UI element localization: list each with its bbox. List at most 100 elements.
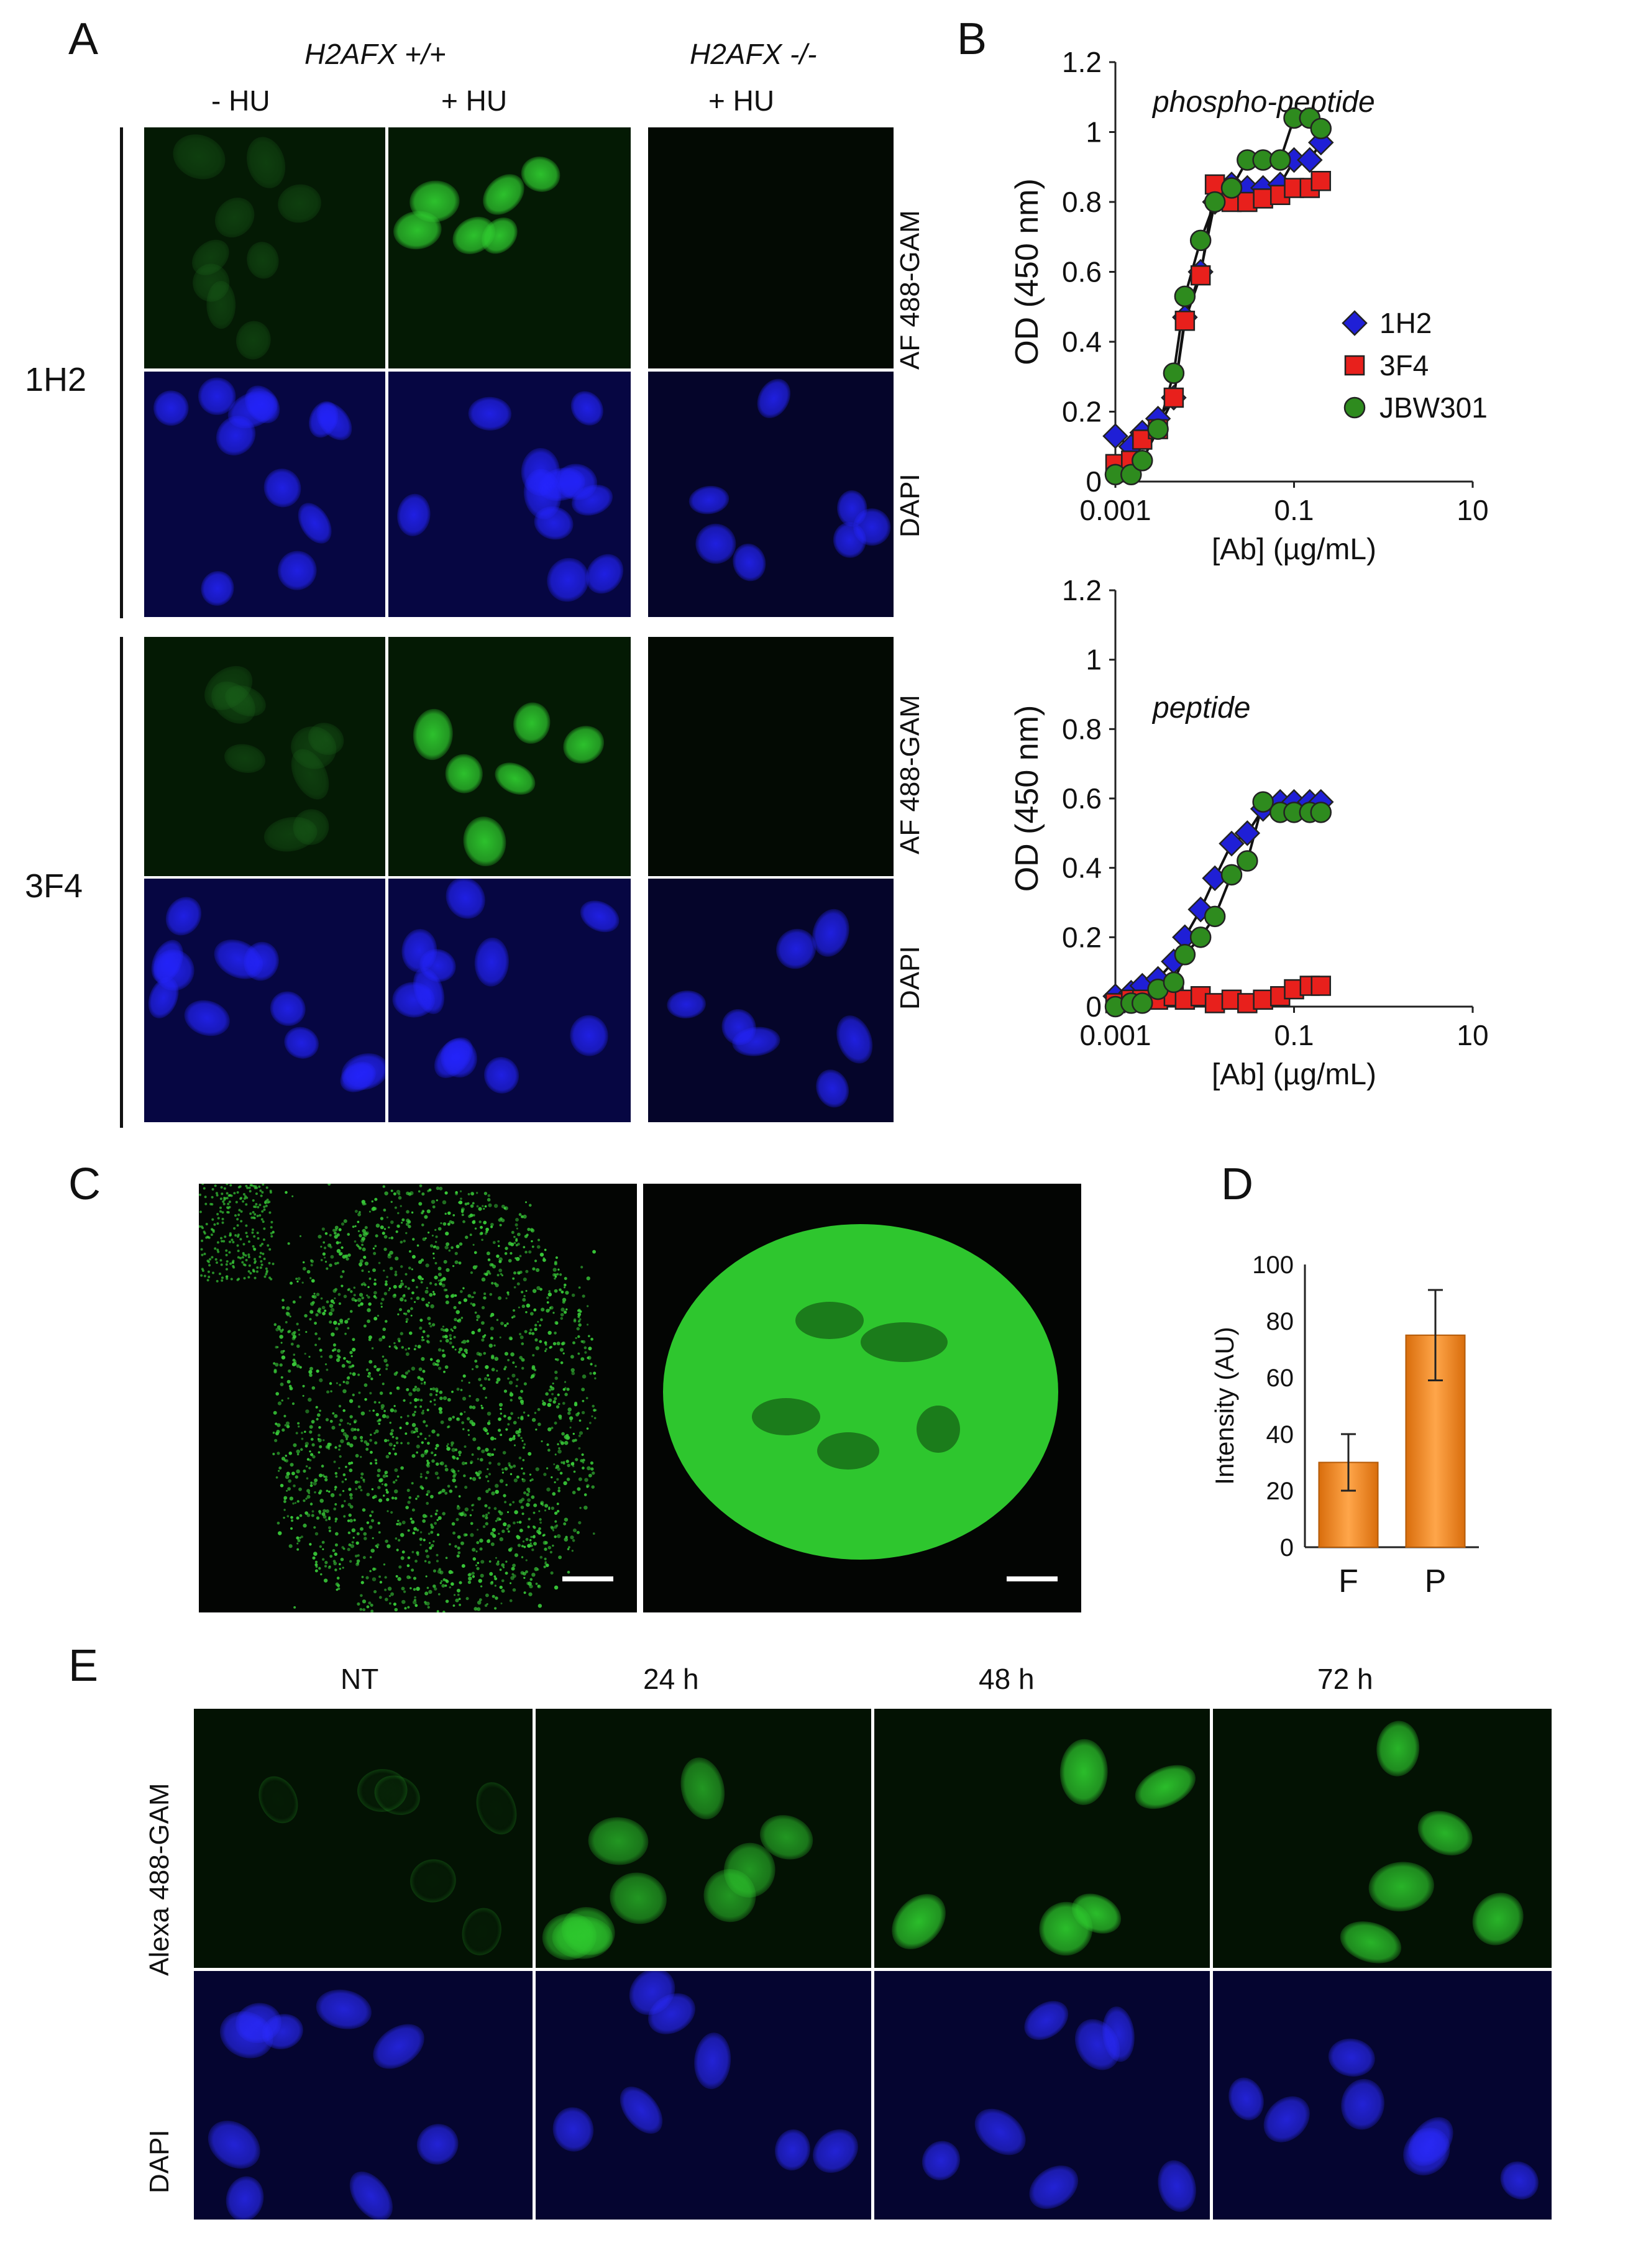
foci-speck [529, 1473, 532, 1476]
foci-speck [556, 1342, 560, 1346]
foci-speck [513, 1235, 516, 1238]
foci-speck [339, 1383, 341, 1386]
foci-speck [314, 1563, 318, 1566]
foci-speck [370, 1548, 375, 1553]
foci-speck [424, 1601, 427, 1604]
foci-speck [439, 1340, 442, 1343]
foci-speck [470, 1296, 473, 1299]
foci-speck [569, 1416, 574, 1420]
foci-speck [510, 1352, 515, 1356]
foci-speck [593, 1371, 597, 1375]
foci-speck [515, 1256, 520, 1261]
foci-speck [524, 1235, 528, 1238]
foci-speck [370, 1450, 373, 1454]
nucleus [291, 749, 329, 800]
foci-speck [483, 1292, 487, 1296]
foci-speck [301, 1281, 304, 1284]
foci-speck [252, 1245, 255, 1248]
y-tick-label: 100 [1252, 1251, 1294, 1279]
data-point-JBW301 [1220, 864, 1243, 886]
nucleus [446, 879, 485, 919]
foci-speck [577, 1309, 580, 1312]
foci-speck [447, 1397, 451, 1402]
foci-speck [481, 1449, 485, 1453]
foci-speck [351, 1541, 354, 1544]
foci-speck [287, 1487, 291, 1491]
foci-speck [236, 1244, 239, 1247]
foci-speck [326, 1300, 329, 1304]
foci-speck [531, 1478, 534, 1481]
foci-speck [395, 1270, 398, 1274]
foci-speck [442, 1328, 446, 1332]
foci-speck [513, 1574, 516, 1578]
foci-speck [536, 1529, 541, 1534]
data-point-JBW301 [1204, 905, 1226, 928]
foci-speck [437, 1593, 441, 1596]
foci-speck [505, 1560, 508, 1563]
foci-speck [511, 1566, 515, 1571]
foci-speck [548, 1506, 551, 1509]
nucleus [392, 982, 435, 1018]
nucleus [513, 702, 551, 744]
foci-speck [481, 1338, 485, 1342]
foci-speck [225, 1268, 228, 1271]
foci-speck [332, 1343, 337, 1347]
foci-speck [357, 1297, 362, 1302]
foci-speck [309, 1502, 313, 1506]
foci-speck [328, 1312, 333, 1316]
foci-speck [300, 1535, 303, 1539]
foci-speck [436, 1360, 438, 1363]
foci-speck [266, 1198, 269, 1201]
foci-speck [457, 1319, 459, 1322]
foci-speck [463, 1474, 466, 1478]
foci-speck [295, 1475, 299, 1479]
foci-speck [275, 1363, 279, 1367]
row-label-1h2: 1H2 [25, 361, 87, 398]
foci-speck [303, 1499, 306, 1502]
foci-speck [493, 1448, 496, 1451]
foci-speck [580, 1459, 583, 1463]
foci-speck [351, 1297, 355, 1302]
foci-speck [544, 1341, 547, 1345]
nucleus [1500, 2161, 1539, 2200]
foci-speck [243, 1277, 246, 1280]
col-plus-hu-wt-label: + HU [441, 85, 508, 117]
foci-speck [211, 1218, 214, 1221]
foci-speck [395, 1575, 398, 1578]
foci-speck [577, 1320, 580, 1323]
foci-speck [272, 1263, 275, 1266]
foci-speck [252, 1199, 255, 1202]
foci-speck [561, 1432, 565, 1436]
foci-speck [571, 1293, 575, 1297]
foci-speck [318, 1307, 322, 1311]
series-line-JBW301 [1115, 800, 1321, 1008]
foci-speck [452, 1415, 455, 1419]
foci-speck [492, 1594, 495, 1598]
foci-speck [554, 1397, 557, 1401]
nucleus [1263, 2096, 1310, 2142]
foci-speck [565, 1308, 568, 1311]
foci-speck [396, 1224, 400, 1228]
foci-speck [334, 1446, 337, 1449]
foci-speck [374, 1245, 377, 1248]
foci-speck [508, 1462, 511, 1465]
foci-speck [289, 1387, 292, 1389]
foci-speck [557, 1489, 560, 1493]
foci-speck [347, 1233, 350, 1236]
foci-speck [258, 1255, 262, 1258]
nucleus [245, 385, 280, 424]
foci-speck [411, 1423, 416, 1427]
foci-speck [329, 1355, 333, 1359]
foci-speck [221, 1211, 224, 1214]
foci-speck [528, 1204, 532, 1207]
foci-speck [472, 1437, 477, 1442]
foci-speck [444, 1584, 447, 1587]
foci-speck [529, 1539, 532, 1542]
foci-speck [256, 1266, 259, 1269]
foci-speck [531, 1245, 534, 1248]
foci-speck [586, 1305, 589, 1307]
foci-speck [464, 1348, 468, 1353]
foci-speck [477, 1328, 481, 1333]
foci-speck [507, 1530, 510, 1533]
foci-speck [342, 1489, 345, 1493]
